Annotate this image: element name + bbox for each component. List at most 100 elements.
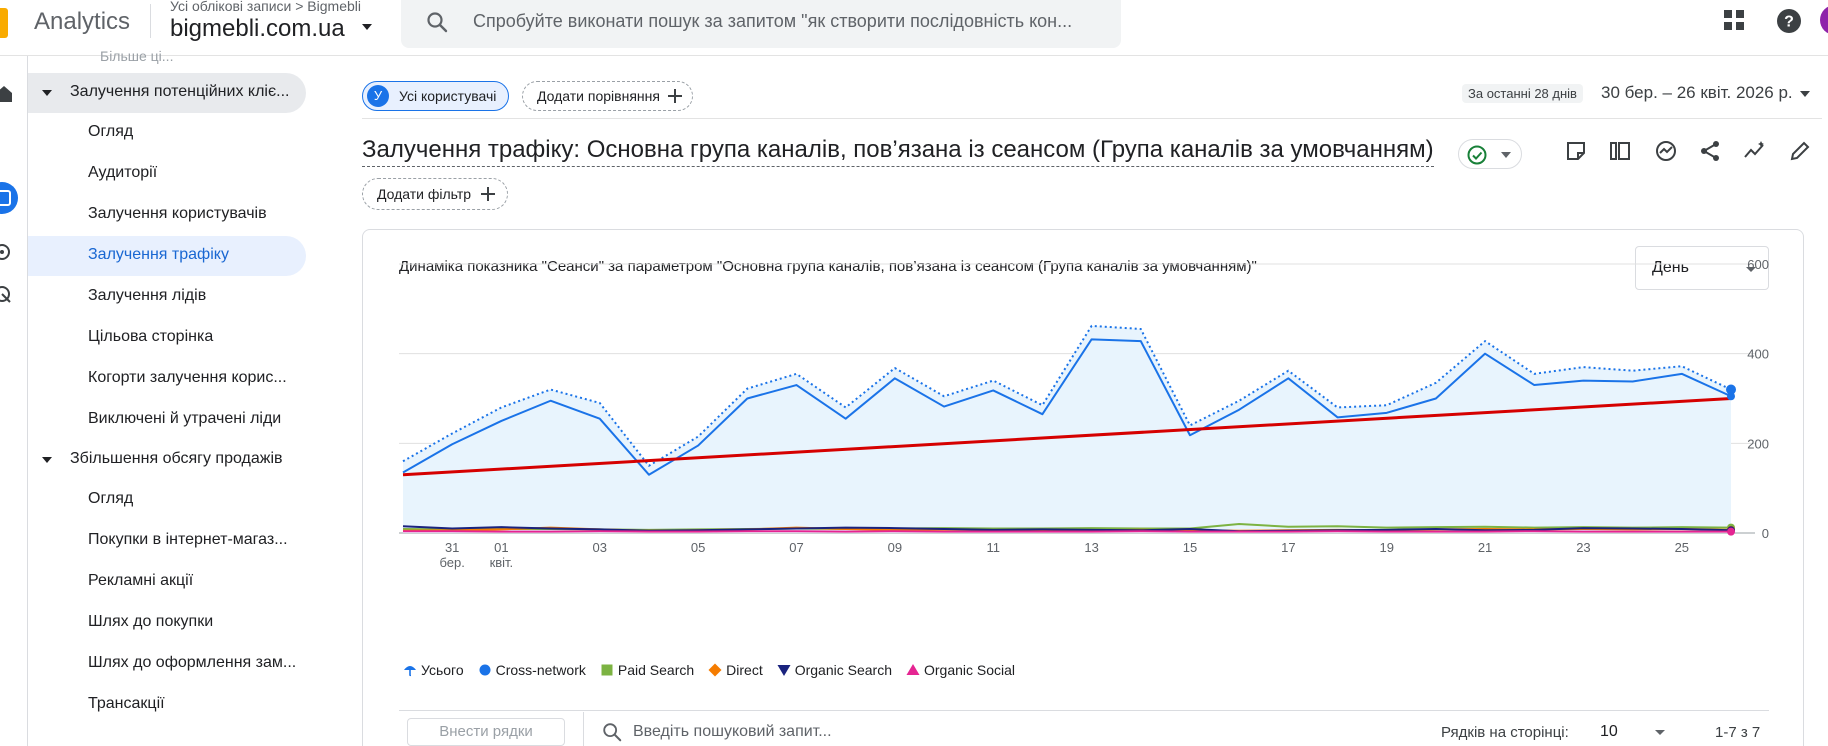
edit-pencil-icon[interactable] <box>1788 139 1812 163</box>
nav-item-ecommerce[interactable]: Покупки в інтернет-магаз... <box>88 531 288 548</box>
search-placeholder[interactable]: Спробуйте виконати пошук за запитом "як … <box>473 11 1073 31</box>
app-name: Analytics <box>34 8 131 35</box>
date-range-prefix[interactable]: За останні 28 днів <box>1462 84 1583 103</box>
table-search-input[interactable]: Введіть пошуковий запит... <box>633 723 832 740</box>
nav-item-lead-acquisition[interactable]: Залучення лідів <box>88 287 207 304</box>
home-icon[interactable] <box>0 84 14 104</box>
x-tick-label: 13 <box>1084 540 1098 555</box>
report-status-button[interactable] <box>1458 139 1522 169</box>
nav-item-audiences[interactable]: Аудиторії <box>88 164 158 181</box>
insights-note-icon[interactable] <box>1564 139 1588 163</box>
legend-label: Organic Search <box>794 662 892 678</box>
legend-item[interactable]: Organic Social <box>906 660 1015 680</box>
x-tick-label: 31 бер. <box>439 540 464 570</box>
x-tick-label: 19 <box>1379 540 1393 555</box>
nav-item-user-acquisition[interactable]: Залучення користувачів <box>88 205 267 222</box>
x-tick-label: 25 <box>1675 540 1689 555</box>
series-end-marker <box>1726 384 1736 395</box>
plus-icon <box>481 187 496 201</box>
legend-label: Organic Social <box>924 662 1016 678</box>
global-search-box[interactable]: Спробуйте виконати пошук за запитом "як … <box>401 0 1121 48</box>
search-icon <box>427 12 448 33</box>
legend-label: Direct <box>726 662 763 678</box>
account-breadcrumb[interactable]: Усі облікові записи > Bigmebli <box>170 0 361 14</box>
add-rows-button[interactable]: Внести рядки <box>407 718 565 746</box>
page-title[interactable]: Залучення трафіку: Основна група каналів… <box>362 136 1434 167</box>
segment-chip-label: Усі користувачі <box>399 88 497 104</box>
table-toolbar-divider <box>399 710 1769 711</box>
series-line-cross-network <box>402 338 1732 476</box>
umbrella-icon <box>404 666 416 677</box>
anomaly-insights-icon[interactable] <box>1743 139 1767 163</box>
nav-group-label: Залучення потенційних кліє... <box>70 83 290 100</box>
report-navigation: Більше ці... Залучення потенційних кліє.… <box>28 48 310 746</box>
property-selector[interactable]: bigmebli.com.ua <box>170 15 345 42</box>
y-tick-label: 600 <box>1747 257 1769 272</box>
series-line-organic-search <box>402 525 1732 533</box>
chevron-down-icon[interactable] <box>362 24 372 30</box>
nav-item-label: Залучення трафіку <box>88 246 229 263</box>
compare-columns-icon[interactable] <box>1608 139 1632 163</box>
granularity-value: День <box>1652 259 1689 276</box>
legend-item[interactable]: Усього <box>403 660 464 680</box>
nav-item-landing-page[interactable]: Цільова сторінка <box>88 328 214 345</box>
square-icon <box>601 664 613 676</box>
explore-icon[interactable] <box>0 242 14 262</box>
add-filter-label: Додати фільтр <box>377 186 472 202</box>
x-tick-label: 03 <box>593 540 607 555</box>
diamond-icon <box>708 663 722 677</box>
granularity-select[interactable]: День <box>1635 246 1769 290</box>
trend-chart-icon[interactable] <box>1654 139 1678 163</box>
account-avatar[interactable] <box>1820 5 1828 35</box>
triangle-down-icon <box>777 665 791 676</box>
x-tick-label: 05 <box>691 540 705 555</box>
add-comparison-button[interactable]: Додати порівняння <box>522 81 693 111</box>
legend-item[interactable]: Direct <box>708 660 763 680</box>
chart-legend: Усього Cross-network Paid Search Direct Orga… <box>403 660 1015 680</box>
chevron-down-icon <box>1746 267 1756 272</box>
advertising-icon[interactable] <box>0 284 14 304</box>
series-end-marker <box>1727 527 1735 536</box>
segment-chip-all-users[interactable]: У Усі користувачі <box>362 81 510 111</box>
add-comparison-label: Додати порівняння <box>537 88 660 104</box>
chevron-down-icon[interactable] <box>1800 91 1810 97</box>
date-range-picker[interactable]: 30 бер. – 26 квіт. 2026 р. <box>1601 83 1793 102</box>
nav-more-cut[interactable]: Більше ці... <box>100 48 174 64</box>
share-icon[interactable] <box>1698 139 1722 163</box>
x-tick-label: 21 <box>1478 540 1492 555</box>
rows-per-page-select[interactable]: 10 <box>1600 723 1618 740</box>
analytics-logo[interactable] <box>0 8 8 38</box>
pagination-range: 1-7 з 7 <box>1715 724 1761 741</box>
nav-item-checkout-journey[interactable]: Шлях до оформлення зам... <box>88 654 297 671</box>
series-line-усього <box>402 324 1732 467</box>
chevron-down-icon[interactable] <box>1655 730 1665 735</box>
help-icon[interactable]: ? <box>1776 8 1802 34</box>
circle-icon <box>479 664 491 676</box>
nav-item-traffic-acquisition[interactable]: Залучення трафіку <box>28 236 306 276</box>
nav-item-transactions[interactable]: Трансакції <box>88 695 165 712</box>
chart-card: Динаміка показника "Сеанси" за параметро… <box>362 229 1804 746</box>
nav-item-overview-2[interactable]: Огляд <box>88 490 134 507</box>
apps-grid-icon[interactable] <box>1722 8 1746 32</box>
nav-item-purchase-journey[interactable]: Шлях до покупки <box>88 613 214 630</box>
nav-item-cohorts[interactable]: Когорти залучення корис... <box>88 369 287 386</box>
left-rail <box>0 56 28 746</box>
nav-group-acquisition[interactable]: Залучення потенційних кліє... <box>28 73 306 113</box>
legend-item[interactable]: Cross-network <box>478 660 586 680</box>
legend-item[interactable]: Organic Search <box>777 660 892 680</box>
legend-label: Cross-network <box>495 662 586 678</box>
x-tick-label: 01 квіт. <box>490 540 514 570</box>
add-filter-button[interactable]: Додати фільтр <box>362 178 509 210</box>
nav-group-monetization[interactable]: Збільшення обсягу продажів <box>28 440 306 480</box>
x-tick-label: 09 <box>888 540 902 555</box>
reports-icon[interactable] <box>0 188 14 208</box>
nav-item-lost-leads[interactable]: Виключені й утрачені ліди <box>88 410 282 427</box>
legend-label: Усього <box>421 662 464 678</box>
y-tick-label: 200 <box>1747 436 1769 451</box>
x-tick-label: 15 <box>1183 540 1197 555</box>
nav-item-promotions[interactable]: Рекламні акції <box>88 572 194 589</box>
legend-item[interactable]: Paid Search <box>600 660 694 680</box>
nav-item-overview[interactable]: Огляд <box>88 123 134 140</box>
check-circle-icon <box>1467 145 1487 165</box>
sessions-line-chart[interactable]: 0 200 400 600 31 бер. 01 квіт. 03 05 07 09 11 13 15 17 1… <box>363 230 1803 650</box>
